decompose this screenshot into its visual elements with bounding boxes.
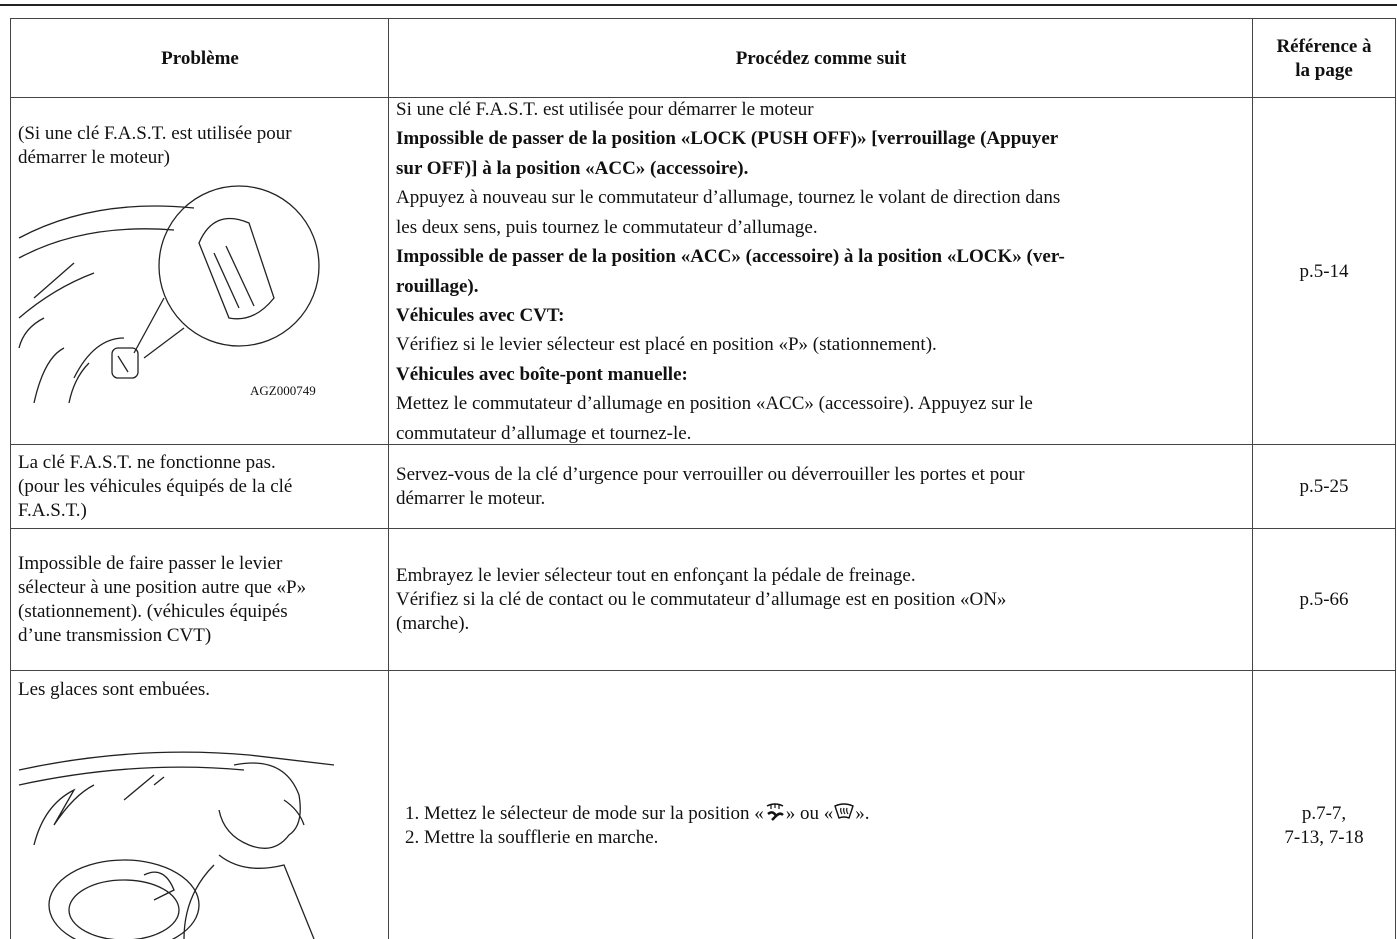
table-cell: Si une clé F.A.S.T. est utilisée pour dé… <box>388 97 1253 445</box>
text-line: La clé F.A.S.T. ne fonctionne pas. <box>18 452 276 473</box>
text-line: Si une clé F.A.S.T. est utilisée pour dé… <box>396 99 814 121</box>
text-line: Mettez le commutateur d’allumage en posi… <box>396 393 1033 415</box>
text-line: (pour les véhicules équipés de la clé <box>18 476 293 497</box>
text-line: rouillage). <box>396 275 479 297</box>
table-cell: Les glaces sont embuées. <box>10 670 389 939</box>
table-cell: Servez-vous de la clé d’urgence pour ver… <box>388 444 1253 529</box>
text-line: sélecteur à une position autre que «P» <box>18 577 307 598</box>
text-line: Véhicules avec CVT: <box>396 304 565 326</box>
text-line: 2. Mettre la soufflerie en marche. <box>405 827 659 848</box>
text-line: commutateur d’allumage et tournez-le. <box>396 422 692 444</box>
table-cell: Référence à la page <box>1252 18 1396 98</box>
text-line: les deux sens, puis tournez le commutate… <box>396 216 818 238</box>
table-cell: p.5-66 <box>1252 528 1396 671</box>
text-part: 1. Mettez le sélecteur de mode sur la po… <box>405 803 764 824</box>
text-line: Les glaces sont embuées. <box>18 679 211 700</box>
text-line: Servez-vous de la clé d’urgence pour ver… <box>396 464 1025 485</box>
fog-illustration <box>18 751 335 939</box>
ignition-illustration <box>18 185 320 404</box>
table-cell: Problème <box>10 18 389 98</box>
text-line: Vérifiez si la clé de contact ou le comm… <box>396 589 1007 610</box>
table-cell: Embrayez le levier sélecteur tout en enf… <box>388 528 1253 671</box>
text-line: Embrayez le levier sélecteur tout en enf… <box>396 565 916 586</box>
text-line: Impossible de faire passer le levier <box>18 553 283 574</box>
text-line: F.A.S.T.) <box>18 500 87 521</box>
text-line: Problème <box>161 47 239 69</box>
text-line: Véhicules avec boîte-pont manuelle: <box>396 363 688 385</box>
text-line: démarrer le moteur. <box>396 488 546 509</box>
text-part: ». <box>855 803 870 824</box>
text-line: 7-13, 7-18 <box>1284 827 1364 848</box>
table-cell: p.5-25 <box>1252 444 1396 529</box>
text-line: p.5-25 <box>1299 476 1349 497</box>
table-cell: Procédez comme suit <box>388 18 1253 98</box>
table-cell: La clé F.A.S.T. ne fonctionne pas. (pour … <box>10 444 389 529</box>
text-line: Impossible de passer de la position «LOC… <box>396 128 1059 150</box>
mode-icon <box>833 803 855 824</box>
text-line: (Si une clé F.A.S.T. est utilisée pour <box>18 123 292 144</box>
text-line: p.7-7, <box>1301 803 1347 824</box>
text-line: 1. Mettez le sélecteur de mode sur la po… <box>405 802 1253 826</box>
mode-icon <box>764 803 786 824</box>
text-line: la page <box>1295 59 1353 81</box>
table-cell: Impossible de faire passer le levier séle… <box>10 528 389 671</box>
top-rule <box>0 4 1397 6</box>
table-cell: 1. Mettez le sélecteur de mode sur la po… <box>388 670 1253 939</box>
table-cell: p.7-7, 7-13, 7-18 <box>1252 670 1396 939</box>
text-line: Impossible de passer de la position «ACC… <box>396 246 1065 268</box>
text-line: (stationnement). (véhicules équipés <box>18 601 288 622</box>
text-line: d’une transmission CVT) <box>18 625 212 646</box>
text-line: sur OFF)] à la position «ACC» (accessoir… <box>396 157 749 179</box>
text-line: démarrer le moteur) <box>18 147 170 168</box>
text-line: (marche). <box>396 613 470 634</box>
caption: AGZ000749 <box>250 383 316 398</box>
text-line: Appuyez à nouveau sur le commutateur d’a… <box>396 187 1061 209</box>
text-line: p.5-14 <box>1299 260 1349 282</box>
text-line: Procédez comme suit <box>735 47 907 69</box>
table-cell: p.5-14 <box>1252 97 1396 445</box>
text-part: » ou « <box>785 803 834 824</box>
text-line: Vérifiez si le levier sélecteur est plac… <box>396 334 937 356</box>
text-line: p.5-66 <box>1299 589 1349 610</box>
text-line: Référence à <box>1276 35 1372 57</box>
table-cell: (Si une clé F.A.S.T. est utilisée pour dé… <box>10 97 389 445</box>
